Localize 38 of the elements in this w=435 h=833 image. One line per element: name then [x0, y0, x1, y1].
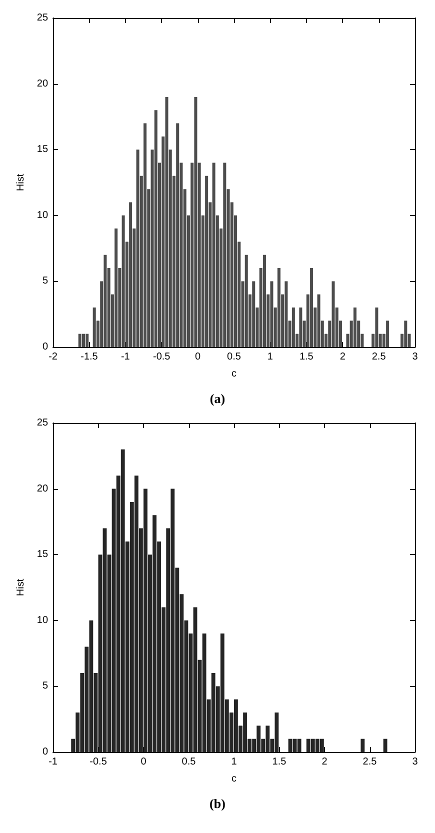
x-tick-label: 1.5: [272, 756, 287, 768]
x-tick-label: 3: [412, 352, 418, 362]
y-tick-label: 15: [36, 549, 48, 560]
y-tick-label: 25: [36, 12, 48, 24]
y-tick-label: 5: [42, 276, 48, 287]
text: (b): [210, 796, 226, 811]
y-tick-label: 10: [36, 210, 48, 221]
x-tick-label: 2.5: [372, 352, 386, 362]
y-tick-label: 0: [42, 342, 48, 352]
y-tick-label: 20: [36, 483, 48, 494]
x-axis-title: c: [232, 774, 237, 784]
x-tick-label: 0: [195, 352, 202, 362]
x-tick-label: 1: [231, 756, 238, 768]
x-tick-label: -0.5: [90, 756, 108, 768]
x-tick-label: -1: [48, 756, 58, 768]
x-tick-label: 0: [140, 756, 147, 768]
x-tick-label: 0.5: [182, 756, 196, 768]
x-tick-label: -2: [48, 352, 58, 362]
x-tick-label: 1.5: [299, 352, 314, 362]
x-tick-label: -1.5: [80, 352, 98, 362]
x-tick-label: 0.5: [227, 352, 242, 362]
x-tick-label: 2.5: [362, 756, 378, 768]
y-tick-label: 25: [36, 418, 48, 428]
x-tick-label: 2: [340, 352, 346, 362]
x-tick-label: -1: [120, 352, 130, 362]
y-tick-label: 20: [36, 78, 48, 90]
x-axis-title: c: [232, 368, 237, 380]
y-tick-label: 10: [36, 614, 48, 626]
y-tick-label: 0: [42, 746, 48, 758]
y-tick-label: 15: [36, 144, 48, 156]
text: (a): [210, 391, 226, 406]
y-tick-label: 5: [42, 680, 48, 692]
y-axis-title: Hist: [16, 174, 26, 192]
x-tick-label: 1: [267, 352, 274, 362]
x-tick-label: 2: [322, 756, 328, 768]
x-tick-label: -0.5: [153, 352, 171, 362]
x-tick-label: 3: [412, 756, 418, 768]
y-axis-title: Hist: [16, 578, 26, 596]
